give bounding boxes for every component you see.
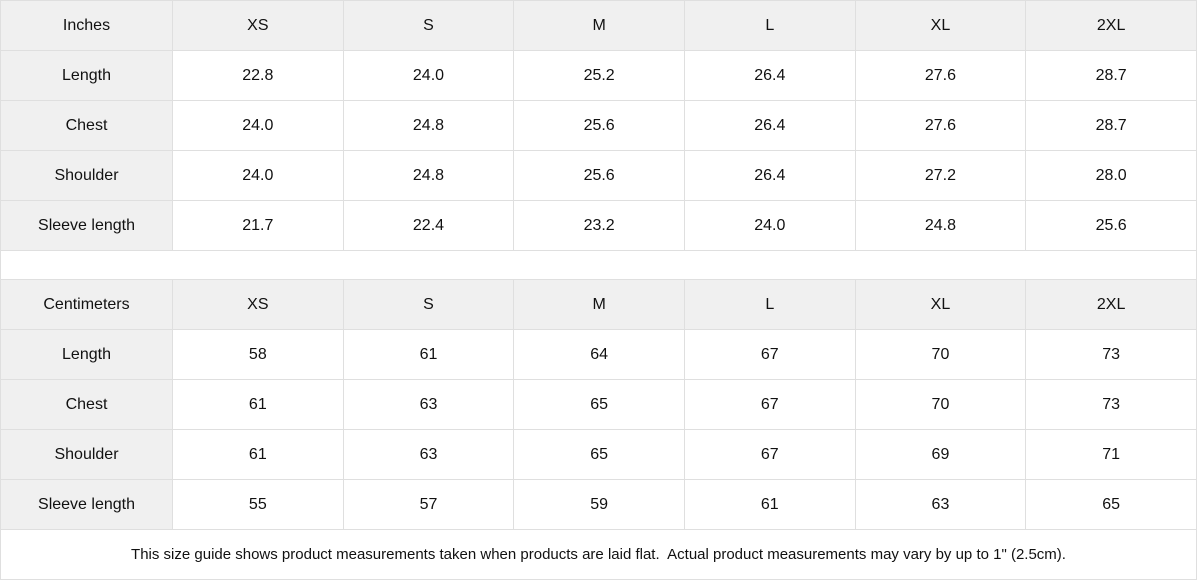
value-cell: 28.7 bbox=[1025, 100, 1197, 151]
value-cell: 24.8 bbox=[854, 200, 1027, 251]
value-cell: 65 bbox=[513, 429, 685, 480]
measurement-row: Sleeve length 55 57 59 61 63 65 bbox=[0, 479, 1197, 530]
value-cell: 25.6 bbox=[513, 150, 685, 201]
size-header-row: Centimeters XS S M L XL 2XL bbox=[0, 279, 1197, 330]
size-header-cell: XL bbox=[854, 279, 1027, 330]
size-header-cell: 2XL bbox=[1025, 0, 1197, 51]
value-cell: 25.6 bbox=[1025, 200, 1197, 251]
value-cell: 24.0 bbox=[172, 100, 344, 151]
size-header-cell: XS bbox=[172, 0, 344, 51]
size-header-row: Inches XS S M L XL 2XL bbox=[0, 0, 1197, 51]
row-label-cell: Shoulder bbox=[0, 429, 173, 480]
value-cell: 67 bbox=[683, 329, 856, 380]
value-cell: 63 bbox=[342, 429, 515, 480]
row-label-cell: Shoulder bbox=[0, 150, 173, 201]
value-cell: 27.2 bbox=[854, 150, 1027, 201]
row-label-cell: Sleeve length bbox=[0, 479, 173, 530]
value-cell: 73 bbox=[1025, 329, 1197, 380]
size-header-cell: XS bbox=[172, 279, 344, 330]
measurement-row: Shoulder 24.0 24.8 25.6 26.4 27.2 28.0 bbox=[0, 150, 1197, 201]
value-cell: 61 bbox=[342, 329, 515, 380]
value-cell: 63 bbox=[854, 479, 1027, 530]
value-cell: 24.0 bbox=[172, 150, 344, 201]
value-cell: 65 bbox=[1025, 479, 1197, 530]
size-header-cell: L bbox=[683, 0, 856, 51]
value-cell: 70 bbox=[854, 379, 1027, 430]
value-cell: 70 bbox=[854, 329, 1027, 380]
value-cell: 24.8 bbox=[342, 100, 515, 151]
measurement-row: Length 22.8 24.0 25.2 26.4 27.6 28.7 bbox=[0, 50, 1197, 101]
value-cell: 24.0 bbox=[683, 200, 856, 251]
size-guide-note: This size guide shows product measuremen… bbox=[0, 530, 1197, 580]
size-header-cell: M bbox=[513, 0, 685, 51]
measurement-row: Length 58 61 64 67 70 73 bbox=[0, 329, 1197, 380]
value-cell: 58 bbox=[172, 329, 344, 380]
size-header-cell: S bbox=[342, 0, 515, 51]
measurement-row: Shoulder 61 63 65 67 69 71 bbox=[0, 429, 1197, 480]
size-header-cell: S bbox=[342, 279, 515, 330]
unit-header-cell: Centimeters bbox=[0, 279, 173, 330]
measurement-row: Sleeve length 21.7 22.4 23.2 24.0 24.8 25.6 bbox=[0, 200, 1197, 251]
value-cell: 24.0 bbox=[342, 50, 515, 101]
row-label-cell: Chest bbox=[0, 379, 173, 430]
value-cell: 65 bbox=[513, 379, 685, 430]
value-cell: 61 bbox=[172, 429, 344, 480]
value-cell: 63 bbox=[342, 379, 515, 430]
centimeters-size-table: Centimeters XS S M L XL 2XL Length 58 61 64 67 70 73 C… bbox=[0, 279, 1197, 530]
value-cell: 23.2 bbox=[513, 200, 685, 251]
size-header-cell: M bbox=[513, 279, 685, 330]
value-cell: 21.7 bbox=[172, 200, 344, 251]
value-cell: 24.8 bbox=[342, 150, 515, 201]
value-cell: 69 bbox=[854, 429, 1027, 480]
value-cell: 67 bbox=[683, 429, 856, 480]
value-cell: 25.2 bbox=[513, 50, 685, 101]
value-cell: 55 bbox=[172, 479, 344, 530]
value-cell: 22.4 bbox=[342, 200, 515, 251]
value-cell: 73 bbox=[1025, 379, 1197, 430]
value-cell: 26.4 bbox=[683, 100, 856, 151]
value-cell: 71 bbox=[1025, 429, 1197, 480]
value-cell: 22.8 bbox=[172, 50, 344, 101]
value-cell: 27.6 bbox=[854, 100, 1027, 151]
value-cell: 25.6 bbox=[513, 100, 685, 151]
value-cell: 28.0 bbox=[1025, 150, 1197, 201]
row-label-cell: Chest bbox=[0, 100, 173, 151]
row-label-cell: Length bbox=[0, 329, 173, 380]
measurement-row: Chest 24.0 24.8 25.6 26.4 27.6 28.7 bbox=[0, 100, 1197, 151]
measurement-row: Chest 61 63 65 67 70 73 bbox=[0, 379, 1197, 430]
value-cell: 61 bbox=[683, 479, 856, 530]
value-cell: 26.4 bbox=[683, 150, 856, 201]
value-cell: 27.6 bbox=[854, 50, 1027, 101]
size-header-cell: 2XL bbox=[1025, 279, 1197, 330]
value-cell: 57 bbox=[342, 479, 515, 530]
value-cell: 26.4 bbox=[683, 50, 856, 101]
size-header-cell: L bbox=[683, 279, 856, 330]
value-cell: 67 bbox=[683, 379, 856, 430]
table-spacer bbox=[0, 251, 1197, 279]
value-cell: 28.7 bbox=[1025, 50, 1197, 101]
value-cell: 59 bbox=[513, 479, 685, 530]
row-label-cell: Sleeve length bbox=[0, 200, 173, 251]
size-header-cell: XL bbox=[854, 0, 1027, 51]
value-cell: 64 bbox=[513, 329, 685, 380]
row-label-cell: Length bbox=[0, 50, 173, 101]
inches-size-table: Inches XS S M L XL 2XL Length 22.8 24.0 25.2 26.4 27… bbox=[0, 0, 1197, 251]
value-cell: 61 bbox=[172, 379, 344, 430]
unit-header-cell: Inches bbox=[0, 0, 173, 51]
